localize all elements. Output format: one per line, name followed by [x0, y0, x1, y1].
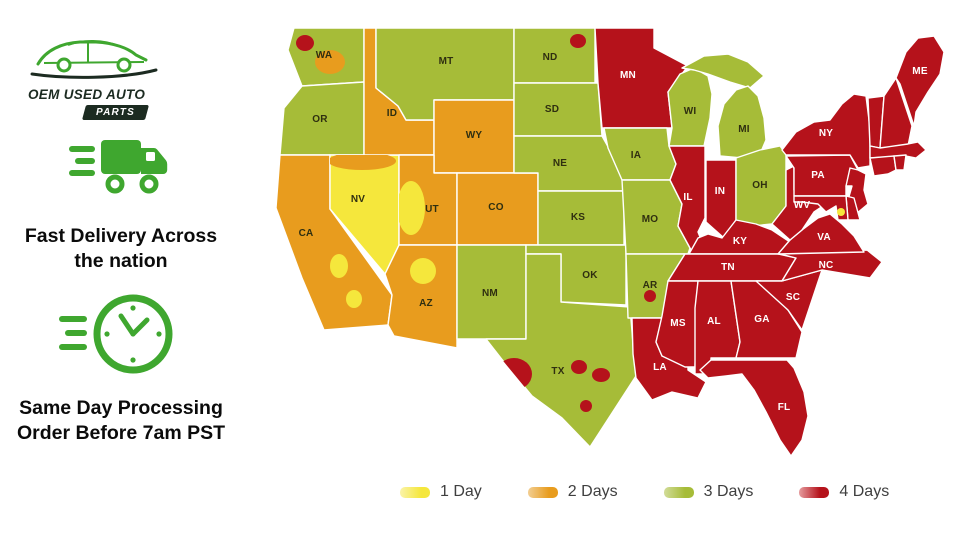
state-label-ca: CA: [299, 228, 314, 239]
state-label-mi: MI: [738, 124, 750, 135]
state-ct: [869, 155, 897, 177]
zone-patch-tx: [571, 360, 587, 374]
state-label-ar: AR: [643, 280, 658, 291]
fast-delivery-icon-block: [0, 132, 242, 209]
legend-item-2-days: 2 Days: [527, 483, 618, 501]
zone-patch-tx: [580, 400, 592, 412]
state-label-wi: WI: [684, 106, 697, 117]
legend-swatch-3-day: [663, 486, 694, 498]
clock-icon: [59, 294, 173, 374]
legend-label: 1 Day: [440, 483, 482, 500]
fast-delivery-line1: Fast Delivery Across: [24, 225, 218, 247]
state-ri: [893, 154, 907, 171]
state-label-or: OR: [312, 114, 328, 125]
truck-icon: [69, 140, 168, 194]
state-label-wy: WY: [466, 130, 483, 141]
state-label-fl: FL: [778, 402, 791, 413]
legend-label: 4 Days: [839, 483, 890, 500]
legend-swatch-4-day: [799, 486, 830, 498]
state-label-tn: TN: [721, 262, 735, 273]
state-sc: [755, 269, 823, 331]
state-nc: [779, 249, 883, 282]
state-label-wv: WV: [794, 200, 811, 211]
state-label-ut: UT: [425, 204, 439, 215]
state-label-va: VA: [817, 232, 831, 243]
zone-patch-nd: [570, 34, 586, 48]
state-label-id: ID: [387, 108, 397, 119]
same-day-icon-block: [0, 286, 242, 387]
same-day-line2: Order Before 7am PST: [16, 422, 226, 444]
brand-name: OEM USED AUTO: [28, 87, 146, 102]
brand-badge-text: PARTS: [96, 107, 135, 118]
state-fl: [699, 359, 809, 457]
zone-patch-az: [410, 258, 436, 284]
zone-patch-wa: [315, 50, 345, 74]
state-mu: [681, 53, 765, 89]
state-label-sc: SC: [786, 292, 800, 303]
same-day-line1: Same Day Processing: [19, 397, 223, 419]
legend-swatch-1-day: [400, 486, 430, 498]
state-mi: [717, 85, 767, 159]
state-label-pa: PA: [811, 170, 825, 181]
state-label-az: AZ: [419, 298, 433, 309]
brand-badge: PARTS: [81, 105, 149, 120]
fast-delivery-line2: the nation: [74, 250, 168, 272]
state-label-ok: OK: [582, 270, 598, 281]
state-label-nm: NM: [482, 288, 498, 299]
zone-patch-md: [837, 208, 845, 216]
legend-label: 2 Days: [567, 483, 618, 500]
zone-patch-wa: [296, 35, 314, 51]
zone-patch-ar: [644, 290, 656, 302]
state-md: [793, 195, 849, 221]
zone-patch-ca: [346, 290, 362, 308]
map-area: WA OR CA NV ID MT WY UT CO AZ NM ND SD NE KS OK TX MN IA MO…: [242, 8, 954, 472]
state-label-il: IL: [683, 192, 692, 203]
state-label-me: ME: [912, 66, 928, 77]
same-day-text: Same Day Processing Order Before 7am PST: [0, 396, 242, 446]
fast-delivery-text: Fast Delivery Across the nation: [0, 224, 242, 274]
state-tx: [485, 253, 637, 448]
state-me: [895, 35, 945, 127]
car-icon: [30, 40, 158, 79]
state-label-ia: IA: [631, 150, 641, 161]
legend-swatch-2-day: [527, 486, 558, 498]
state-label-mo: MO: [642, 214, 659, 225]
brand-logo: OEM USED AUTO PARTS: [28, 36, 198, 120]
state-label-tx: TX: [551, 366, 564, 377]
us-delivery-map: WA OR CA NV ID MT WY UT CO AZ NM ND SD NE KS OK TX MN IA MO…: [275, 27, 945, 457]
state-label-oh: OH: [752, 180, 767, 191]
legend-label: 3 Days: [703, 483, 754, 500]
zone-patch-nv: [330, 155, 396, 170]
state-label-co: CO: [488, 202, 503, 213]
zone-patch-ca: [330, 254, 348, 278]
legend-item-1-day: 1 Day: [400, 483, 482, 501]
state-label-nd: ND: [543, 52, 558, 63]
state-label-mn: MN: [620, 70, 636, 81]
zone-patch-tx: [592, 368, 610, 382]
state-label-sd: SD: [545, 104, 559, 115]
legend-item-3-days: 3 Days: [663, 483, 754, 501]
state-label-ga: GA: [754, 314, 769, 325]
state-label-ks: KS: [571, 212, 585, 223]
legend: 1 Day 2 Days 3 Days 4 Days: [400, 483, 889, 501]
state-label-nc: NC: [819, 260, 834, 271]
left-panel: OEM USED AUTO PARTS Fast Delivery Across…: [0, 0, 242, 540]
state-label-ms: MS: [670, 318, 686, 329]
zone-patch-tx: [496, 358, 532, 390]
state-ny: [781, 93, 871, 169]
state-label-in: IN: [715, 186, 725, 197]
state-label-ky: KY: [733, 236, 747, 247]
state-label-la: LA: [653, 362, 667, 373]
state-label-ny: NY: [819, 128, 833, 139]
state-label-ne: NE: [553, 158, 567, 169]
state-label-nv: NV: [351, 194, 365, 205]
state-label-mt: MT: [439, 56, 454, 67]
state-label-wa: WA: [316, 50, 333, 61]
state-label-al: AL: [707, 316, 721, 327]
zone-patch-ut: [399, 181, 425, 235]
legend-item-4-days: 4 Days: [799, 483, 889, 501]
state-nh: [879, 77, 913, 149]
